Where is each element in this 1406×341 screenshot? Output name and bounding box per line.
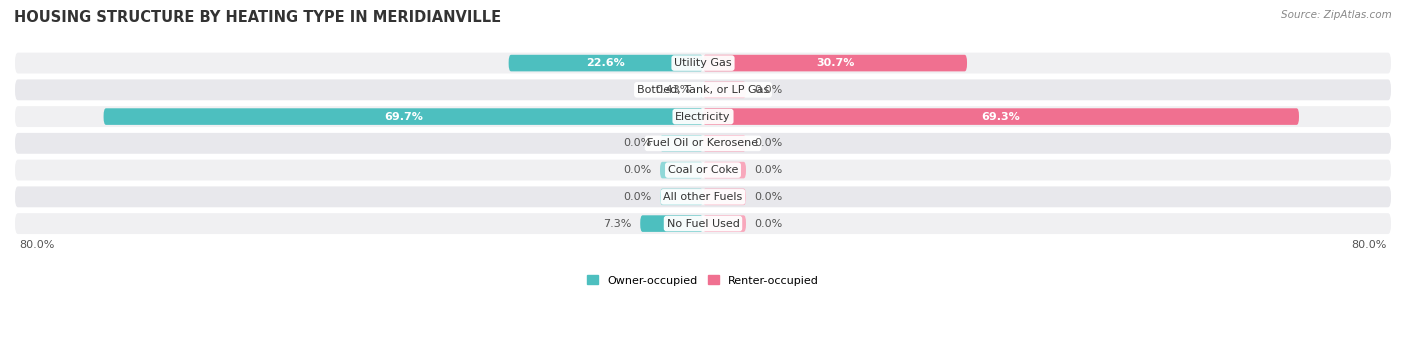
FancyBboxPatch shape (15, 213, 1391, 234)
FancyBboxPatch shape (659, 162, 703, 178)
Text: 22.6%: 22.6% (586, 58, 626, 68)
FancyBboxPatch shape (703, 108, 1299, 125)
FancyBboxPatch shape (703, 55, 967, 71)
Text: 0.0%: 0.0% (755, 165, 783, 175)
Text: 0.0%: 0.0% (755, 219, 783, 228)
Text: 7.3%: 7.3% (603, 219, 631, 228)
FancyBboxPatch shape (659, 189, 703, 205)
Text: 80.0%: 80.0% (20, 240, 55, 250)
Legend: Owner-occupied, Renter-occupied: Owner-occupied, Renter-occupied (582, 271, 824, 290)
FancyBboxPatch shape (15, 106, 1391, 127)
Text: 80.0%: 80.0% (1351, 240, 1386, 250)
Text: No Fuel Used: No Fuel Used (666, 219, 740, 228)
FancyBboxPatch shape (703, 189, 747, 205)
Text: 0.0%: 0.0% (755, 192, 783, 202)
FancyBboxPatch shape (640, 215, 703, 232)
FancyBboxPatch shape (703, 162, 747, 178)
FancyBboxPatch shape (15, 187, 1391, 207)
Text: 0.0%: 0.0% (623, 165, 651, 175)
FancyBboxPatch shape (659, 135, 703, 152)
Text: Source: ZipAtlas.com: Source: ZipAtlas.com (1281, 10, 1392, 20)
Text: 0.43%: 0.43% (655, 85, 690, 95)
Text: 0.0%: 0.0% (755, 138, 783, 148)
FancyBboxPatch shape (15, 53, 1391, 74)
Text: 69.3%: 69.3% (981, 112, 1021, 122)
Text: Coal or Coke: Coal or Coke (668, 165, 738, 175)
FancyBboxPatch shape (509, 55, 703, 71)
Text: 0.0%: 0.0% (623, 138, 651, 148)
Text: 0.0%: 0.0% (623, 192, 651, 202)
Text: HOUSING STRUCTURE BY HEATING TYPE IN MERIDIANVILLE: HOUSING STRUCTURE BY HEATING TYPE IN MER… (14, 10, 501, 25)
Text: Electricity: Electricity (675, 112, 731, 122)
FancyBboxPatch shape (15, 133, 1391, 154)
Text: 69.7%: 69.7% (384, 112, 423, 122)
FancyBboxPatch shape (104, 108, 703, 125)
Text: 30.7%: 30.7% (815, 58, 855, 68)
Text: All other Fuels: All other Fuels (664, 192, 742, 202)
FancyBboxPatch shape (703, 135, 747, 152)
FancyBboxPatch shape (703, 215, 747, 232)
Text: Utility Gas: Utility Gas (675, 58, 731, 68)
FancyBboxPatch shape (703, 81, 747, 98)
Text: Fuel Oil or Kerosene: Fuel Oil or Kerosene (647, 138, 759, 148)
Text: Bottled, Tank, or LP Gas: Bottled, Tank, or LP Gas (637, 85, 769, 95)
FancyBboxPatch shape (699, 81, 703, 98)
FancyBboxPatch shape (15, 79, 1391, 100)
Text: 0.0%: 0.0% (755, 85, 783, 95)
FancyBboxPatch shape (15, 160, 1391, 180)
